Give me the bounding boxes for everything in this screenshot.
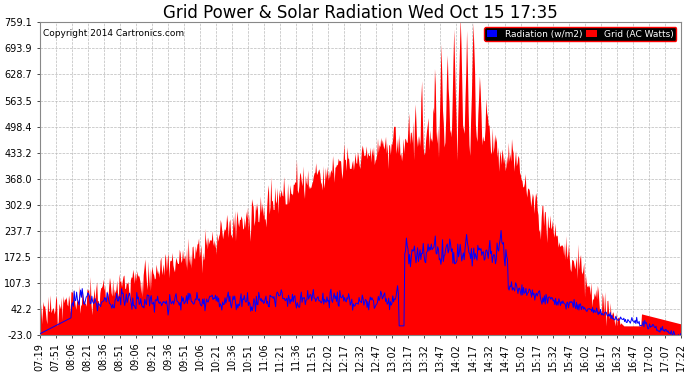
- Legend: Radiation (w/m2), Grid (AC Watts): Radiation (w/m2), Grid (AC Watts): [484, 27, 676, 41]
- Text: Copyright 2014 Cartronics.com: Copyright 2014 Cartronics.com: [43, 28, 184, 38]
- Title: Grid Power & Solar Radiation Wed Oct 15 17:35: Grid Power & Solar Radiation Wed Oct 15 …: [163, 4, 558, 22]
